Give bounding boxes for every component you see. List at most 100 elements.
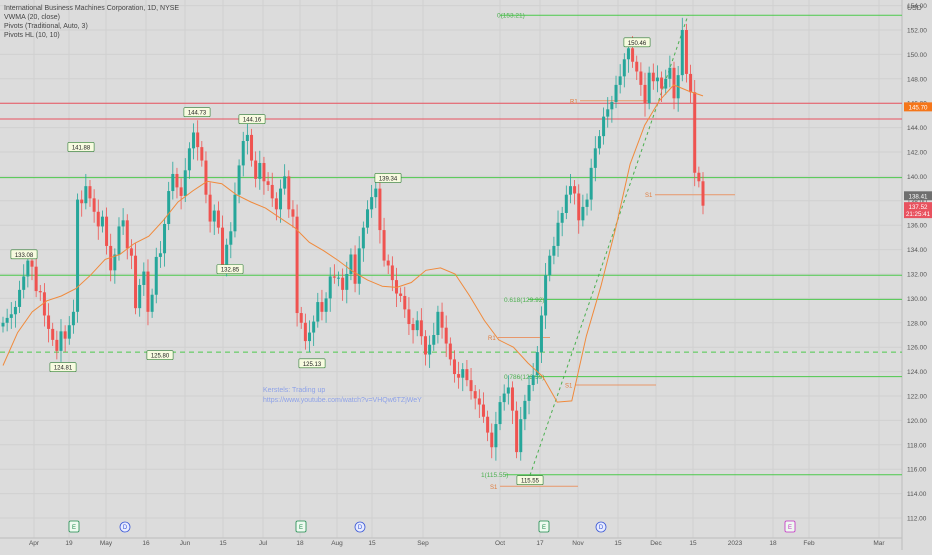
candle-body [129,248,133,256]
candle-body [432,335,436,345]
candle-body [680,30,684,76]
candle-body [254,160,258,179]
candle-body [262,162,266,182]
x-tick-label: 16 [142,540,150,547]
price-badge-text: 138.41 [909,193,928,200]
candle-body [589,167,593,200]
candle-body [187,148,191,171]
candle-body [345,274,349,290]
y-tick-label: 154.00 [907,3,927,10]
candle-body [18,289,22,307]
pivot-point-label: R1 [488,336,496,342]
x-tick-label: Feb [803,540,815,547]
candle-body [643,84,647,104]
pivots-legend[interactable]: Pivots (Traditional, Auto, 3) [4,23,88,30]
candle-body [370,197,374,210]
candle-body [237,165,241,195]
symbol-title[interactable]: International Business Machines Corporat… [4,5,180,12]
pivot-point-label: R1 [570,99,578,105]
candle-body [568,186,572,195]
pivot-high-label: 144.16 [243,118,262,124]
candle-body [527,385,531,401]
candle-body [1,322,5,327]
price-badge-text: 137.52 [909,204,928,211]
pivot-low-label: 124.81 [54,366,73,372]
candle-body [324,298,328,312]
candle-body [423,336,427,355]
candle-body [631,48,635,62]
y-tick-label: 132.00 [907,272,927,279]
candle-body [407,309,411,325]
pivot-high-label-box [10,249,38,260]
candle-body [552,245,556,256]
y-tick-label: 126.00 [907,345,927,352]
candle-body [664,78,668,89]
candle-body [618,76,622,85]
candle-body [490,432,494,448]
pivot-high-label: 144.73 [188,111,207,117]
candle-body [299,313,303,323]
candle-body [660,77,664,89]
pivots-hl-legend[interactable]: Pivots HL (10, 10) [4,32,60,39]
candle-body [452,359,456,375]
y-tick-label: 148.00 [907,76,927,83]
candle-body [477,398,481,405]
candle-body [22,276,26,290]
candle-body [519,419,523,453]
x-tick-label: Mar [873,540,885,547]
candle-body [287,176,291,210]
x-tick-label: 2023 [728,540,743,547]
candle-body [80,199,84,204]
x-tick-label: 18 [769,540,777,547]
candle-body [378,188,382,231]
candle-body [415,320,419,331]
candle-body [208,194,212,222]
candle-body [196,132,200,148]
candle-body [216,210,220,228]
candle-body [171,173,175,192]
candle-body [403,295,407,310]
x-tick-label: 19 [65,540,73,547]
candle-body [274,198,278,210]
candle-body [221,227,225,266]
earnings-marker [538,520,550,533]
watermark-line1: Kerstels: Trading up [263,387,325,394]
candle-body [55,339,59,351]
candle-body [295,216,299,314]
candle-body [312,321,316,333]
candle-body [357,248,361,284]
candle-body [539,315,543,353]
candle-body [486,416,490,433]
candle-body [693,92,697,173]
candle-body [63,331,67,339]
candle-body [337,277,341,279]
pivot-high-label: 133.08 [15,253,34,259]
pivot-low-label: 125.13 [303,362,322,368]
candle-body [585,199,589,207]
candle-body [622,59,626,77]
candle-body [167,191,171,224]
candle-body [245,134,249,142]
price-badge [904,209,932,219]
vwma-legend[interactable]: VWMA (20, close) [4,14,61,21]
candle-body [361,227,365,249]
dividend-marker [354,521,366,533]
candle-body [316,302,320,322]
candle-body [113,254,117,271]
candle-body [303,322,307,342]
candle-body [419,320,423,337]
candle-body [701,181,705,206]
candle-body [34,266,38,292]
candle-body [71,311,75,326]
pivot-point-label: S1 [565,384,573,390]
candle-body [498,402,502,425]
candle-body [233,194,237,232]
candle-body [647,72,651,104]
y-tick-label: 122.00 [907,394,927,401]
y-tick-label: 112.00 [907,516,927,523]
candle-body [473,391,477,399]
y-tick-label: 152.00 [907,28,927,35]
